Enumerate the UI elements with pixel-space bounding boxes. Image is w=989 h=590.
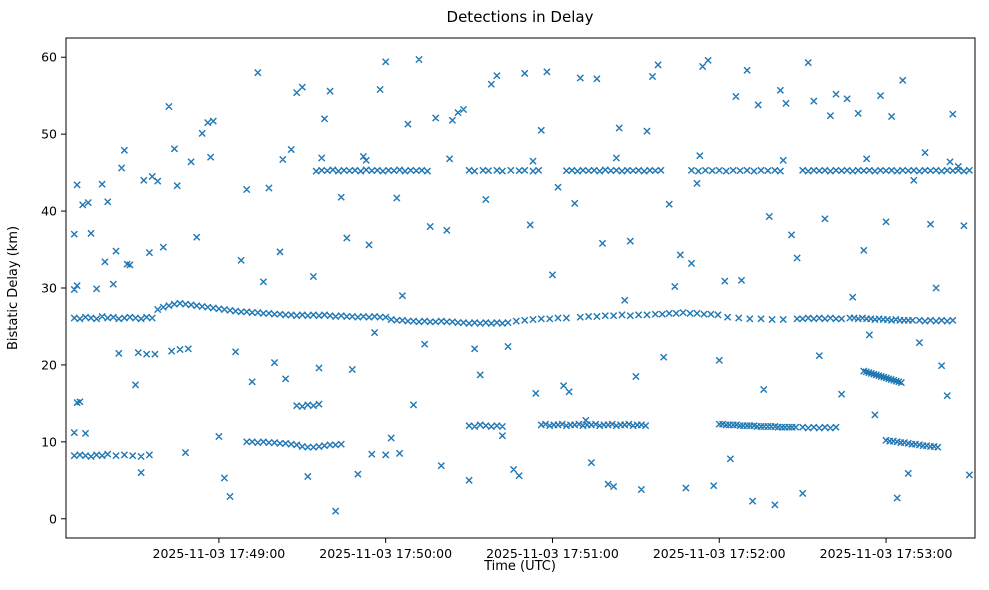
scatter-points [70, 55, 973, 515]
y-tick-label: 60 [41, 50, 57, 65]
axes: 2025-11-03 17:49:00 2025-11-03 17:50:00 20… [41, 37, 976, 561]
x-axis-label: Time (UTC) [483, 559, 556, 574]
x-tick-label: 2025-11-03 17:52:00 [653, 546, 786, 561]
scatter-marker-path [70, 55, 973, 515]
x-tick-label: 2025-11-03 17:50:00 [319, 546, 452, 561]
y-axis-label: Bistatic Delay (km) [6, 226, 21, 350]
y-tick-label: 10 [41, 434, 57, 449]
y-tick-label: 50 [41, 127, 57, 142]
y-tick-label: 20 [41, 357, 57, 372]
plot-frame [65, 37, 976, 539]
x-tick-label: 2025-11-03 17:53:00 [820, 546, 953, 561]
y-tick-label: 0 [49, 511, 57, 526]
y-tick-label: 30 [41, 281, 57, 296]
x-tick-label: 2025-11-03 17:49:00 [153, 546, 286, 561]
plot-title: Detections in Delay [447, 8, 594, 26]
y-tick-label: 40 [41, 204, 57, 219]
x-tick-label: 2025-11-03 17:51:00 [486, 546, 619, 561]
